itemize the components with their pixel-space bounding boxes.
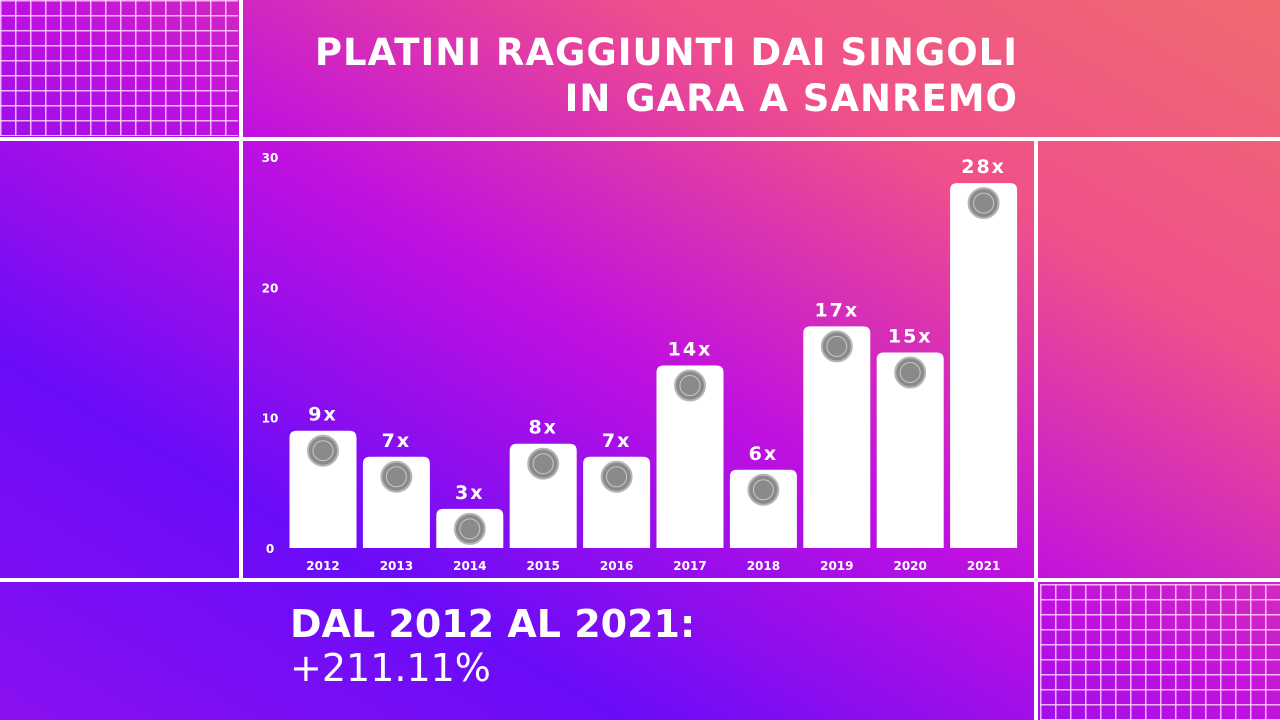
data-label: 7x	[382, 430, 411, 452]
data-label: 8x	[528, 417, 557, 439]
x-tick-label: 2021	[967, 559, 1000, 573]
bar	[950, 183, 1018, 549]
x-tick-label: 2012	[306, 559, 339, 573]
x-tick-label: 2013	[380, 559, 413, 573]
platinum-medal-icon	[380, 460, 413, 493]
title-line-2: IN GARA A SANREMO	[564, 77, 1018, 120]
bar	[362, 456, 430, 548]
x-tick-label: 2020	[893, 559, 926, 573]
medal-inner-ring	[606, 466, 628, 488]
bar	[729, 469, 797, 548]
bar	[509, 443, 577, 548]
y-tick-label: 30	[262, 151, 279, 165]
medal-inner-ring	[679, 375, 701, 397]
summary-percentage: +211.11%	[290, 646, 491, 690]
platinum-medal-icon	[527, 447, 560, 480]
data-label: 15x	[888, 326, 933, 348]
bar	[656, 365, 724, 548]
platinum-medal-icon	[967, 187, 1000, 220]
medal-inner-ring	[899, 362, 921, 383]
data-label: 28x	[961, 156, 1006, 178]
medal-inner-ring	[752, 479, 774, 501]
title-line-1: PLATINI RAGGIUNTI DAI SINGOLI	[314, 31, 1018, 74]
platinum-medal-icon	[894, 356, 927, 389]
medal-inner-ring	[973, 192, 995, 214]
medal-inner-ring	[312, 440, 334, 462]
platinum-medal-icon	[674, 369, 706, 402]
divider	[0, 137, 1280, 141]
x-tick-label: 2014	[453, 559, 486, 573]
y-tick-label: 20	[262, 281, 279, 295]
data-label: 9x	[308, 404, 337, 426]
divider	[1034, 140, 1038, 720]
medal-inner-ring	[459, 518, 481, 540]
data-label: 17x	[814, 299, 859, 321]
decorative-grid-bottom-right	[1040, 584, 1280, 720]
bar	[876, 352, 944, 548]
data-label: 6x	[749, 443, 778, 465]
y-tick-label: 10	[262, 412, 279, 426]
data-label: 3x	[455, 482, 484, 504]
x-tick-label: 2018	[747, 559, 780, 573]
bar	[803, 326, 871, 548]
divider	[239, 0, 243, 580]
x-tick-label: 2019	[820, 559, 853, 573]
medal-inner-ring	[532, 453, 554, 475]
platinum-medal-icon	[453, 512, 486, 545]
medal-inner-ring	[385, 466, 407, 488]
summary: DAL 2012 AL 2021: +211.11%	[290, 602, 695, 690]
platinum-medal-icon	[307, 434, 339, 467]
summary-heading: DAL 2012 AL 2021:	[290, 602, 696, 646]
x-tick-label: 2016	[600, 559, 633, 573]
x-tick-label: 2015	[526, 559, 559, 573]
bar	[289, 430, 357, 548]
y-tick-label: 0	[266, 542, 274, 556]
data-label: 14x	[668, 339, 713, 361]
platinum-medal-icon	[600, 460, 633, 493]
page-title: PLATINI RAGGIUNTI DAI SINGOLI IN GARA A …	[315, 30, 1018, 122]
medal-inner-ring	[826, 335, 848, 357]
bar	[583, 456, 651, 548]
x-tick-label: 2017	[673, 559, 706, 573]
divider	[0, 578, 1280, 582]
platinum-medal-icon	[747, 473, 780, 506]
data-label: 7x	[602, 430, 631, 452]
platinum-medal-icon	[820, 330, 853, 363]
decorative-grid-top-left	[0, 0, 238, 136]
